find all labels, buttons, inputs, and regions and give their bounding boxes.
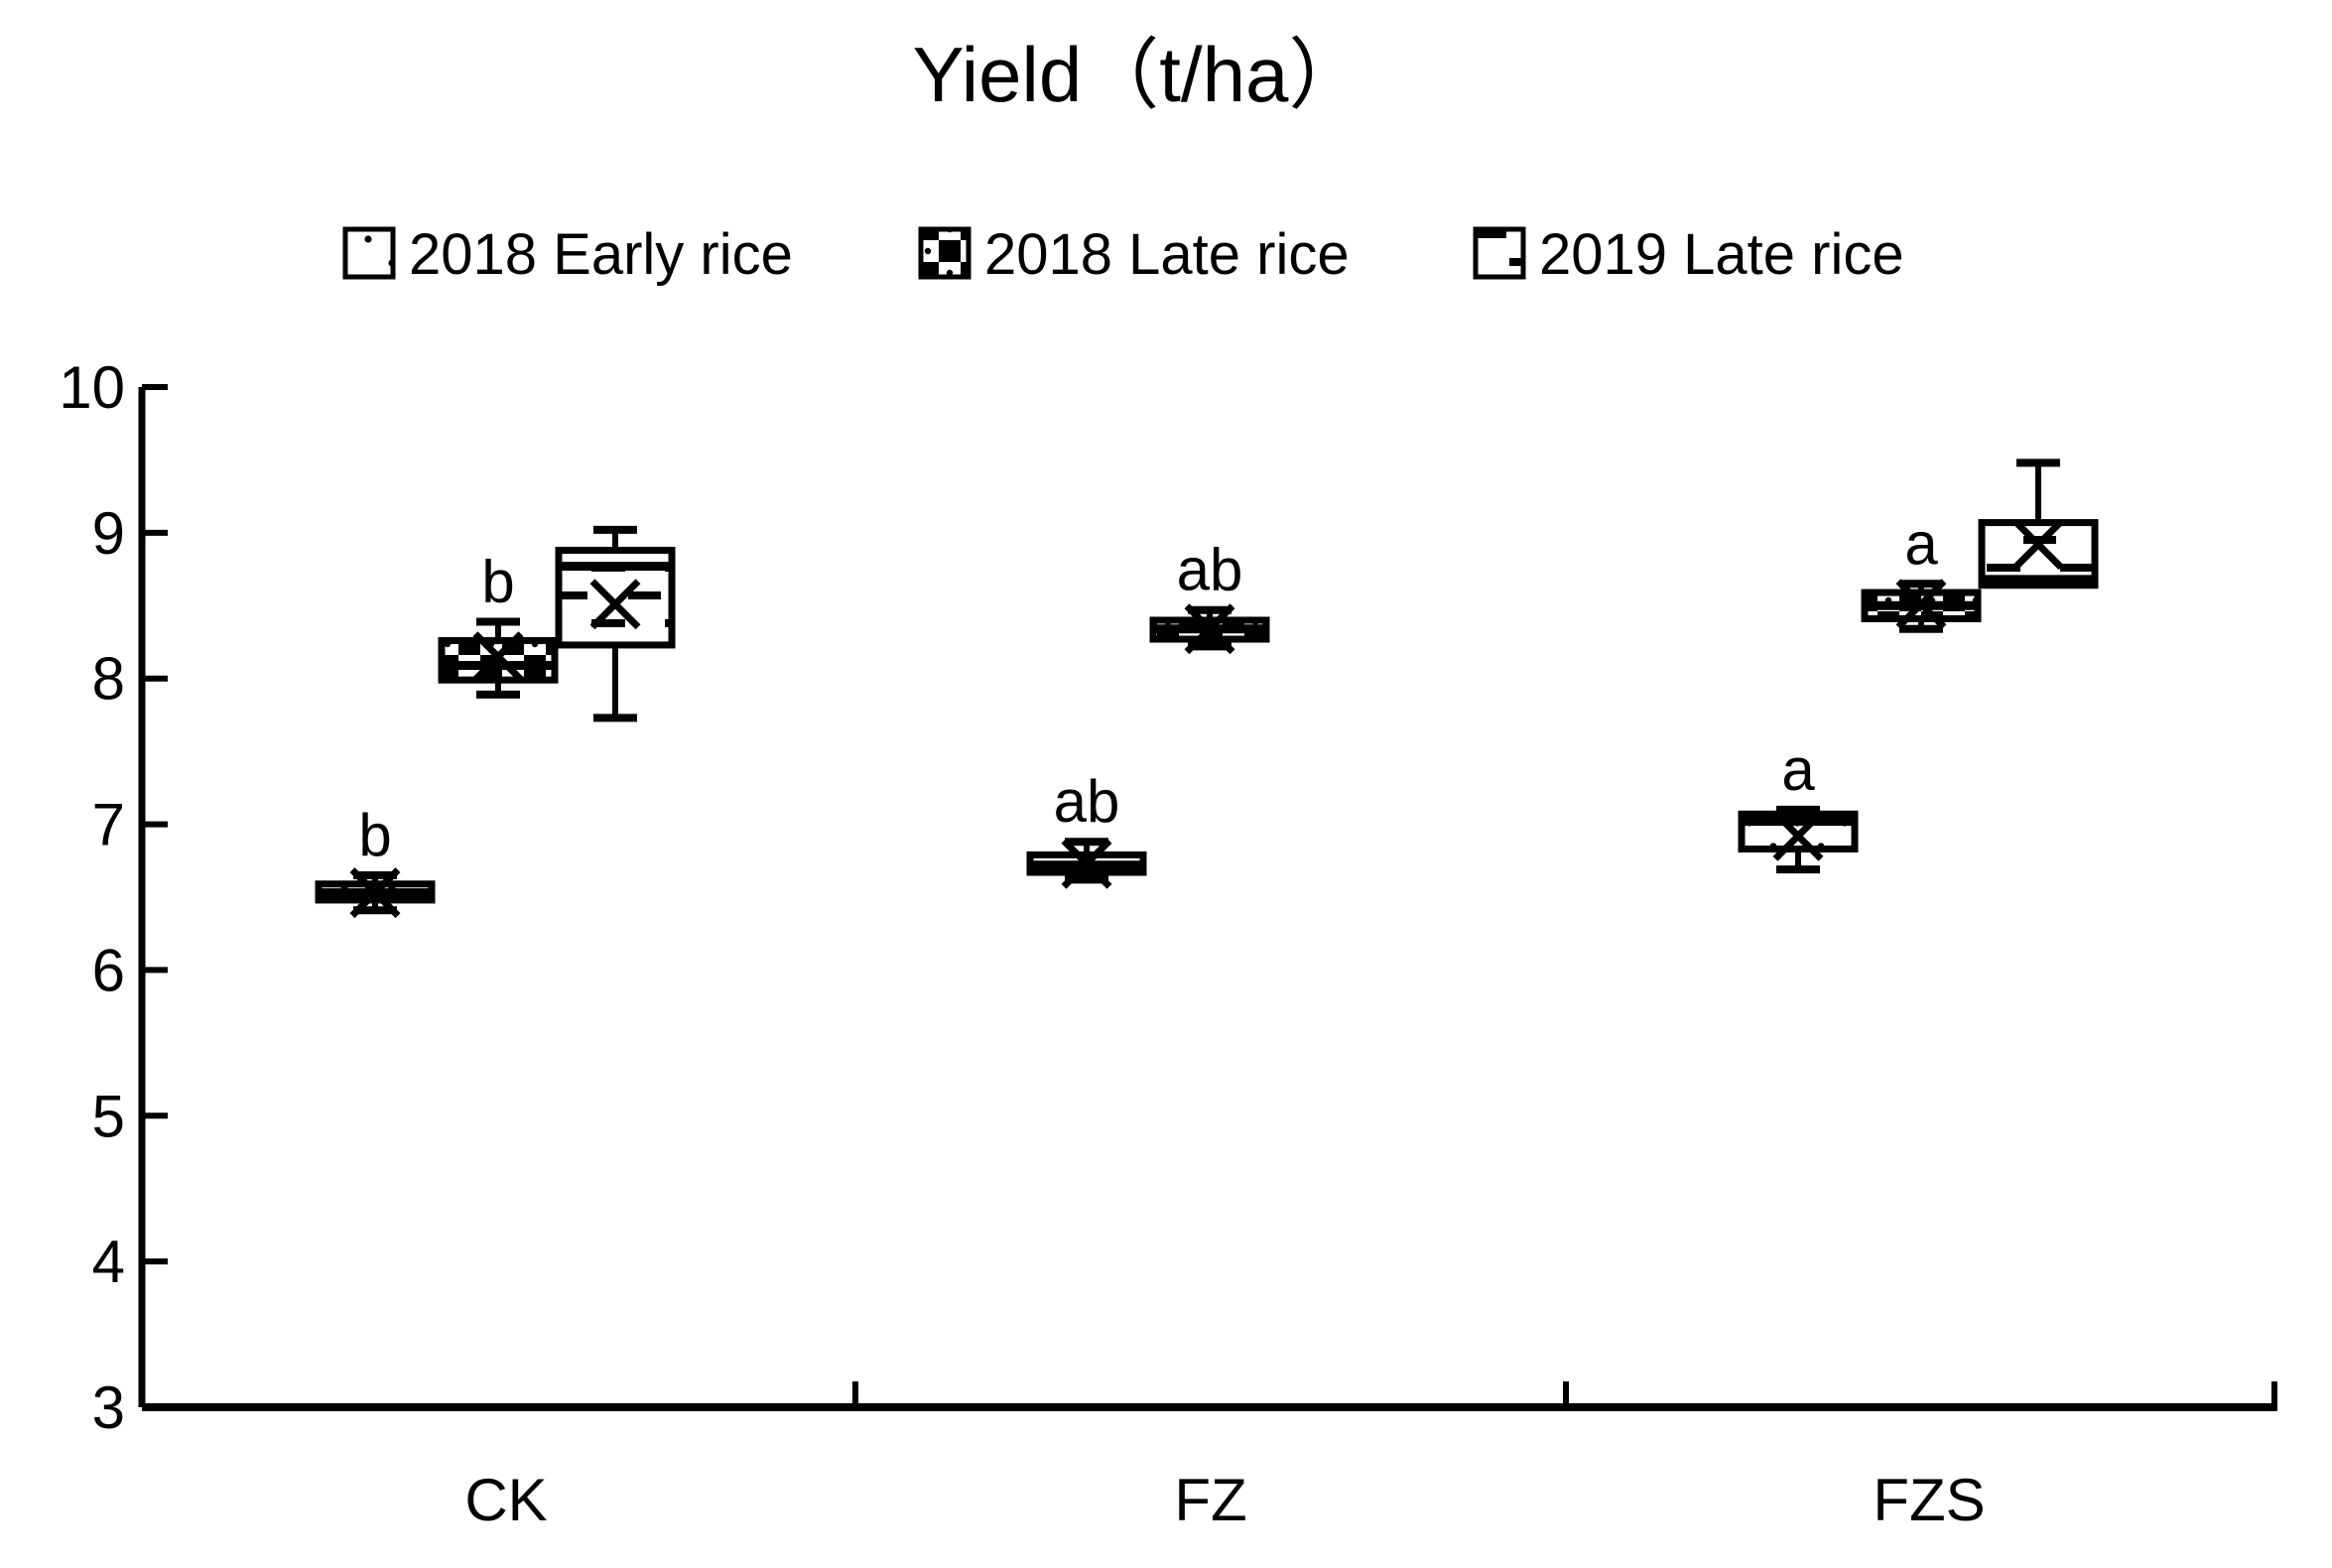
box-2018-late-rice-FZS: a xyxy=(1861,510,1982,633)
box xyxy=(438,637,559,684)
mean-x-icon xyxy=(349,867,401,919)
legend-swatch-checker-icon xyxy=(918,226,972,280)
significance-letter: a xyxy=(1781,736,1815,803)
legend-swatch-dots-icon xyxy=(342,226,396,280)
box-2018-late-rice-CK: b xyxy=(438,548,559,699)
legend-label: 2019 Late rice xyxy=(1539,222,1904,287)
y-tick-label: 7 xyxy=(92,792,125,858)
box-2018-early-rice-FZS: a xyxy=(1738,736,1859,874)
legend: 2018 Early rice 2018 Late rice 2019 Late r… xyxy=(342,222,1904,287)
category-label: FZ xyxy=(1174,1467,1246,1533)
mean-x-icon xyxy=(472,631,524,683)
mean-x-icon xyxy=(2012,519,2064,571)
mean-x-icon xyxy=(589,579,641,630)
category-label: CK xyxy=(464,1467,547,1533)
box-2019-late-rice-CK xyxy=(555,525,676,722)
significance-letter: b xyxy=(358,802,391,868)
box xyxy=(1978,519,2099,589)
significance-letter: b xyxy=(481,548,514,614)
category-label: FZS xyxy=(1873,1467,1985,1533)
y-tick-label: 8 xyxy=(92,646,125,713)
significance-letter: a xyxy=(1904,510,1938,577)
legend-label: 2018 Early rice xyxy=(409,222,793,287)
mean-x-icon xyxy=(1061,838,1112,889)
y-tick-label: 9 xyxy=(92,500,125,567)
legend-swatch-dashes-icon xyxy=(1473,226,1526,280)
significance-letter: ab xyxy=(1177,537,1243,603)
chart-title: Yield（t/ha） xyxy=(913,31,1366,118)
significance-letter: ab xyxy=(1054,768,1120,835)
chart-title-text: Yield（t/ha） xyxy=(913,31,1366,118)
box-2018-early-rice-CK: b xyxy=(315,802,436,919)
axes: 3 4 5 6 7 8 9 10 CK FZ FZS xyxy=(59,354,2277,1533)
y-tick-label: 10 xyxy=(59,354,125,421)
mean-x-icon xyxy=(1895,579,1947,630)
y-tick-label: 4 xyxy=(92,1229,125,1295)
mean-x-icon xyxy=(1772,810,1824,861)
box-2019-late-rice-FZS xyxy=(1978,458,2099,589)
y-tick-label: 5 xyxy=(92,1083,125,1149)
box-2018-late-rice-FZ: ab xyxy=(1149,537,1270,655)
mean-x-icon xyxy=(1184,603,1235,655)
y-tick-label: 6 xyxy=(92,937,125,1003)
box-plots: bab ab ab a xyxy=(315,458,2099,919)
legend-label: 2018 Late rice xyxy=(984,222,1350,287)
box-2018-early-rice-FZ: ab xyxy=(1026,768,1147,889)
y-tick-label: 3 xyxy=(92,1374,125,1441)
